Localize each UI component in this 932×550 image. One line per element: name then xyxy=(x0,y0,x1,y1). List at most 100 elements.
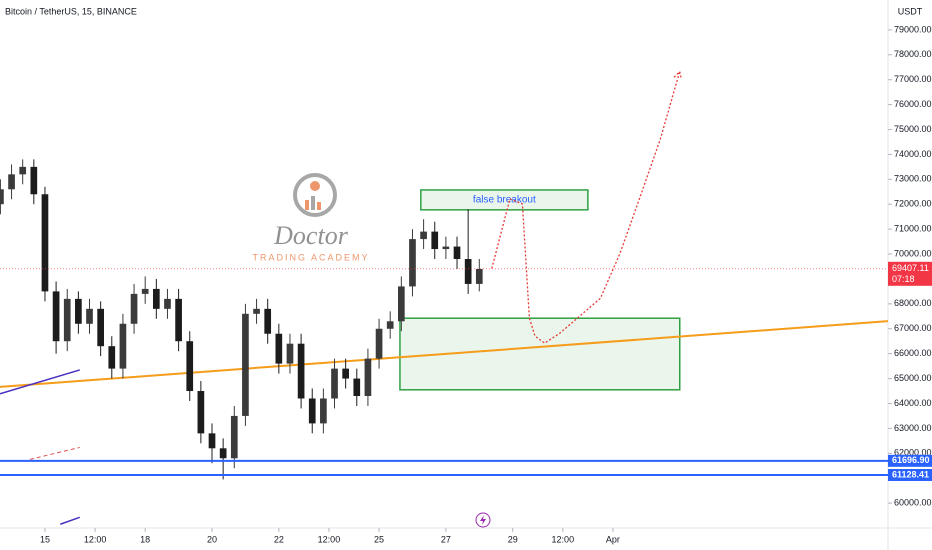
candle-body xyxy=(453,246,461,260)
x-tick-label: 25 xyxy=(374,534,384,544)
level-label: 61128.41 xyxy=(892,469,929,479)
candle-body xyxy=(108,346,116,369)
y-tick-label: 62000.00 xyxy=(894,448,932,458)
candle-body xyxy=(75,298,82,324)
y-tick-label: 70000.00 xyxy=(894,248,932,258)
candle-body xyxy=(464,259,472,284)
logo: Doctor TRADING ACADEMY xyxy=(252,173,369,262)
candle-body xyxy=(219,448,227,459)
zone-box xyxy=(420,189,589,211)
candle-body xyxy=(409,239,416,287)
projection-arrowhead xyxy=(673,70,683,80)
candle-body xyxy=(431,231,439,250)
level-label-bg xyxy=(888,468,932,481)
x-tick-label: 12:00 xyxy=(552,534,575,544)
candle-body xyxy=(141,288,149,294)
x-tick-label: 29 xyxy=(508,534,518,544)
level-label: 61696.90 xyxy=(892,455,930,465)
trendline xyxy=(29,446,80,460)
candle-body xyxy=(242,313,249,416)
candle-body xyxy=(475,268,483,284)
candle-body xyxy=(52,291,60,342)
plot-area: false breakout xyxy=(0,70,889,525)
candle-body xyxy=(97,308,104,347)
y-tick-label: 77000.00 xyxy=(894,74,932,84)
last-price-bg xyxy=(888,261,932,286)
y-tick-label: 64000.00 xyxy=(894,398,932,408)
x-tick-label: Apr xyxy=(606,534,620,544)
logo-bar xyxy=(305,200,309,210)
logo-head xyxy=(310,181,320,191)
y-tick-label: 73000.00 xyxy=(894,174,932,184)
y-tick-label: 74000.00 xyxy=(894,149,932,159)
currency: USDT xyxy=(898,6,923,16)
x-tick-label: 15 xyxy=(40,534,50,544)
y-tick-label: 68000.00 xyxy=(894,298,932,308)
x-tick-label: 20 xyxy=(207,534,217,544)
candle-body xyxy=(331,368,338,399)
candle-body xyxy=(8,174,15,190)
candle-body xyxy=(442,246,450,250)
candle-body xyxy=(63,298,71,342)
trendline xyxy=(0,369,80,395)
y-tick-label: 63000.00 xyxy=(894,423,932,433)
y-tick-label: 60000.00 xyxy=(894,497,932,507)
candle-body xyxy=(275,333,283,364)
alert-circle xyxy=(475,512,491,528)
alert-bolt xyxy=(480,515,486,525)
candle-body xyxy=(308,398,316,424)
candle-body xyxy=(364,358,372,396)
y-tick-label: 72000.00 xyxy=(894,199,932,209)
logo-subtitle: TRADING ACADEMY xyxy=(252,252,369,262)
y-tick-label: 79000.00 xyxy=(894,24,932,34)
x-tick-label: 12:00 xyxy=(84,534,107,544)
logo-bar xyxy=(317,202,321,210)
candle-body xyxy=(86,308,93,324)
candle-body xyxy=(320,398,327,424)
candle-body xyxy=(0,189,4,205)
x-tick-label: 12:00 xyxy=(318,534,341,544)
last-price-label: 69407.11 xyxy=(892,263,929,273)
candle-body xyxy=(197,391,205,434)
x-tick-label: 27 xyxy=(441,534,451,544)
candle-body xyxy=(397,286,405,322)
candle-body xyxy=(30,166,38,195)
y-tick-label: 66000.00 xyxy=(894,348,932,358)
candle-body xyxy=(286,343,294,364)
candle-body xyxy=(297,343,305,399)
countdown-label: 07:18 xyxy=(892,274,915,284)
logo-bar xyxy=(311,196,315,210)
y-tick-label: 76000.00 xyxy=(894,99,932,109)
candle-body xyxy=(119,323,127,369)
level-label-bg xyxy=(888,454,932,467)
trendline xyxy=(0,320,889,388)
y-tick-label: 67000.00 xyxy=(894,323,932,333)
candle-body xyxy=(186,341,194,392)
candle-body xyxy=(420,231,427,240)
x-tick-label: 22 xyxy=(274,534,284,544)
candle-body xyxy=(353,378,361,396)
y-tick-label: 71000.00 xyxy=(894,224,932,234)
candle-body xyxy=(130,293,138,324)
trendline xyxy=(60,516,81,525)
y-tick-label: 75000.00 xyxy=(894,124,932,134)
logo-name: Doctor xyxy=(273,221,349,250)
chart-title: Bitcoin / TetherUS, 15, BINANCE xyxy=(5,6,137,16)
x-tick-label: 18 xyxy=(140,534,150,544)
y-tick-label: 78000.00 xyxy=(894,49,932,59)
candle-body xyxy=(152,288,160,309)
logo-ring xyxy=(293,173,337,217)
candle-body xyxy=(253,308,260,314)
candle-body xyxy=(175,298,182,342)
candle-body xyxy=(375,328,383,359)
zone-label: false breakout xyxy=(473,195,536,206)
alert-icon[interactable] xyxy=(475,512,491,528)
candle-body xyxy=(41,194,49,292)
candle-body xyxy=(386,321,394,329)
candle-body xyxy=(208,433,216,449)
candle-body xyxy=(230,415,238,459)
candle-body xyxy=(342,368,349,379)
candle-body xyxy=(164,298,171,309)
y-tick-label: 65000.00 xyxy=(894,373,932,383)
